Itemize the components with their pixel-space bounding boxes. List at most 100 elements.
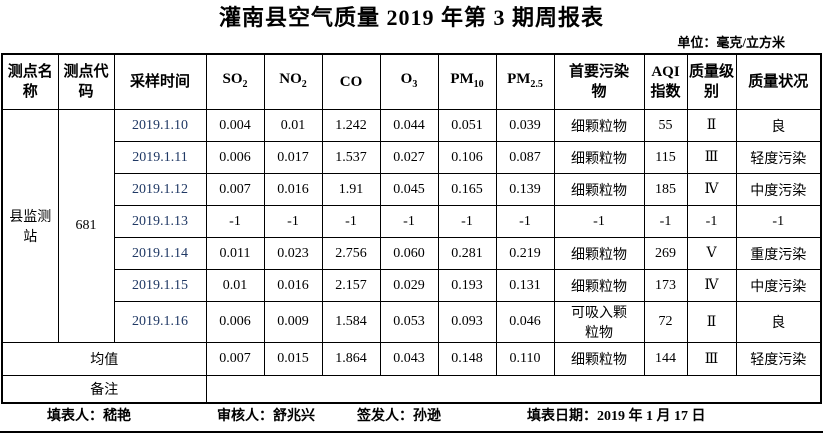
o3-cell: 0.053 [379, 301, 439, 343]
pm25-avg-cell: 0.110 [495, 342, 555, 376]
date-cell: 2019.1.13 [113, 205, 207, 238]
co-cell: 1.242 [321, 109, 381, 142]
station-name-cell: 县监测站 [1, 109, 59, 343]
pollutant-cell: 细颗粒物 [553, 173, 645, 206]
status-cell: 良 [735, 109, 822, 142]
level-avg-cell: Ⅲ [686, 342, 737, 376]
average-row-label: 均值 [1, 342, 207, 376]
pollutant-cell: 可吸入颗粒物 [553, 301, 645, 343]
table-row: 2019.1.14 0.011 0.023 2.756 0.060 0.281 … [2, 237, 822, 270]
co-cell: 2.157 [321, 269, 381, 302]
aqi-cell: 185 [643, 173, 688, 206]
aqi-cell: -1 [643, 205, 688, 238]
pm25-cell: 0.131 [495, 269, 555, 302]
so2-cell: 0.01 [205, 269, 265, 302]
pm25-cell: 0.046 [495, 301, 555, 343]
report-date: 2019 年 1 月 17 日 [597, 409, 706, 424]
pm25-cell: -1 [495, 205, 555, 238]
pollutant-cell: 细颗粒物 [553, 269, 645, 302]
pm10-cell: 0.165 [437, 173, 497, 206]
report-date-field: 填表日期：2019 年 1 月 17 日 [527, 409, 706, 424]
aqi-cell: 55 [643, 109, 688, 142]
co-avg-cell: 1.864 [321, 342, 381, 376]
aqi-cell: 269 [643, 237, 688, 270]
no2-cell: 0.016 [263, 269, 323, 302]
pm10-avg-cell: 0.148 [437, 342, 497, 376]
status-cell: 中度污染 [735, 173, 822, 206]
filler-name: 嵇艳 [103, 409, 131, 424]
so2-cell: 0.006 [205, 141, 265, 174]
table-header-row: 测点名称 测点代码 采样时间 SO2 NO2 CO O3 PM10 PM2.5 … [1, 53, 822, 110]
co-cell: 1.584 [321, 301, 381, 343]
level-cell: Ⅳ [686, 173, 737, 206]
remark-label: 备注 [1, 375, 207, 404]
status-cell: 重度污染 [735, 237, 822, 270]
no2-cell: 0.017 [263, 141, 323, 174]
header-no2: NO2 [263, 53, 323, 110]
no2-cell: -1 [263, 205, 323, 238]
status-avg-cell: 轻度污染 [735, 342, 822, 376]
page-title: 灌南县空气质量 2019 年第 3 期周报表 [218, 5, 604, 30]
pm25-cell: 0.039 [495, 109, 555, 142]
co-cell: 1.537 [321, 141, 381, 174]
aqi-avg-cell: 144 [643, 342, 688, 376]
pollutant-cell: 细颗粒物 [553, 141, 645, 174]
unit-label: 单位：毫克/立方米 [677, 35, 785, 50]
signature-footer: 填表人：嵇艳 审核人：舒兆兴 签发人：孙逊 填表日期：2019 年 1 月 17… [2, 408, 821, 426]
date-cell: 2019.1.12 [113, 173, 207, 206]
level-cell: Ⅱ [686, 109, 737, 142]
status-cell: 轻度污染 [735, 141, 822, 174]
pollutant-cell: 细颗粒物 [553, 109, 645, 142]
reviewer-name: 舒兆兴 [273, 409, 315, 424]
header-co: CO [321, 53, 381, 110]
o3-cell: 0.044 [379, 109, 439, 142]
o3-cell: 0.045 [379, 173, 439, 206]
o3-cell: 0.029 [379, 269, 439, 302]
pollutant-cell: 细颗粒物 [553, 237, 645, 270]
no2-cell: 0.016 [263, 173, 323, 206]
so2-cell: 0.006 [205, 301, 265, 343]
so2-avg-cell: 0.007 [205, 342, 265, 376]
air-quality-report-table: 测点名称 测点代码 采样时间 SO2 NO2 CO O3 PM10 PM2.5 … [1, 53, 822, 404]
level-cell: -1 [686, 205, 737, 238]
table-row: 县监测站 681 2019.1.10 0.004 0.01 1.242 0.04… [1, 109, 822, 343]
remark-value [205, 375, 822, 404]
so2-cell: 0.011 [205, 237, 265, 270]
pm10-cell: 0.093 [437, 301, 497, 343]
status-cell: 良 [735, 301, 822, 343]
header-sample-time: 采样时间 [113, 53, 207, 110]
aqi-cell: 173 [643, 269, 688, 302]
date-cell: 2019.1.10 [113, 109, 207, 142]
no2-cell: 0.01 [263, 109, 323, 142]
header-station-code: 测点代码 [57, 53, 115, 110]
level-cell: Ⅱ [686, 301, 737, 343]
so2-cell: -1 [205, 205, 265, 238]
o3-avg-cell: 0.043 [379, 342, 439, 376]
pm10-cell: 0.106 [437, 141, 497, 174]
pm25-cell: 0.219 [495, 237, 555, 270]
reviewer-field: 审核人：舒兆兴 [217, 409, 315, 424]
o3-cell: 0.060 [379, 237, 439, 270]
table-row: 2019.1.15 0.01 0.016 2.157 0.029 0.193 0… [2, 269, 822, 302]
pollutant-cell: -1 [553, 205, 645, 238]
pm25-cell: 0.139 [495, 173, 555, 206]
table-row: 2019.1.16 0.006 0.009 1.584 0.053 0.093 … [2, 301, 822, 343]
header-pm10: PM10 [437, 53, 497, 110]
header-primary-pollutant: 首要污染物 [553, 53, 645, 110]
so2-cell: 0.004 [205, 109, 265, 142]
co-cell: -1 [321, 205, 381, 238]
header-so2: SO2 [205, 53, 265, 110]
station-code-cell: 681 [57, 109, 115, 343]
date-cell: 2019.1.11 [113, 141, 207, 174]
o3-cell: -1 [379, 205, 439, 238]
pm10-cell: 0.051 [437, 109, 497, 142]
level-cell: Ⅴ [686, 237, 737, 270]
level-cell: Ⅲ [686, 141, 737, 174]
header-pm25: PM2.5 [495, 53, 555, 110]
co-cell: 2.756 [321, 237, 381, 270]
so2-cell: 0.007 [205, 173, 265, 206]
issuer-name: 孙逊 [413, 409, 441, 424]
average-row: 均值 0.007 0.015 1.864 0.043 0.148 0.110 细… [1, 342, 822, 376]
pollutant-avg-cell: 细颗粒物 [553, 342, 645, 376]
remark-row: 备注 [1, 375, 822, 404]
